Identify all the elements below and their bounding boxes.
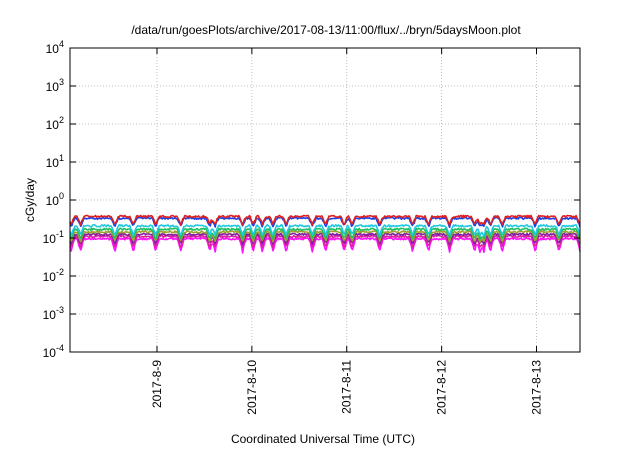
series-group [69, 214, 581, 254]
x-tick-label: 2017-8-13 [530, 360, 544, 415]
series-line [69, 214, 581, 227]
series-line [69, 227, 581, 240]
y-tick-label: 101 [46, 153, 64, 170]
series-line [69, 230, 581, 244]
y-tick-label: 104 [46, 39, 64, 56]
y-tick-label: 10-1 [43, 229, 64, 246]
x-tick-label: 2017-8-9 [150, 360, 164, 408]
x-axis-label: Coordinated Universal Time (UTC) [231, 432, 415, 446]
x-tick-label: 2017-8-12 [435, 360, 449, 415]
series-line [69, 234, 581, 250]
x-tick-label: 2017-8-10 [245, 360, 259, 415]
y-axis-label: cGy/day [23, 178, 37, 222]
x-tick-label: 2017-8-11 [340, 360, 354, 414]
series-line [69, 237, 581, 254]
series-line [69, 232, 581, 246]
y-tick-label: 10-3 [43, 305, 64, 322]
series-line [69, 216, 581, 229]
y-tick-label: 100 [46, 191, 64, 208]
y-tick-label: 10-4 [43, 343, 64, 360]
y-tick-label: 102 [46, 115, 64, 132]
y-tick-label: 103 [46, 77, 64, 94]
y-tick-label: 10-2 [43, 267, 64, 284]
chart-title: /data/run/goesPlots/archive/2017-08-13/1… [131, 23, 521, 37]
grid [70, 48, 580, 352]
series-line [69, 224, 581, 237]
